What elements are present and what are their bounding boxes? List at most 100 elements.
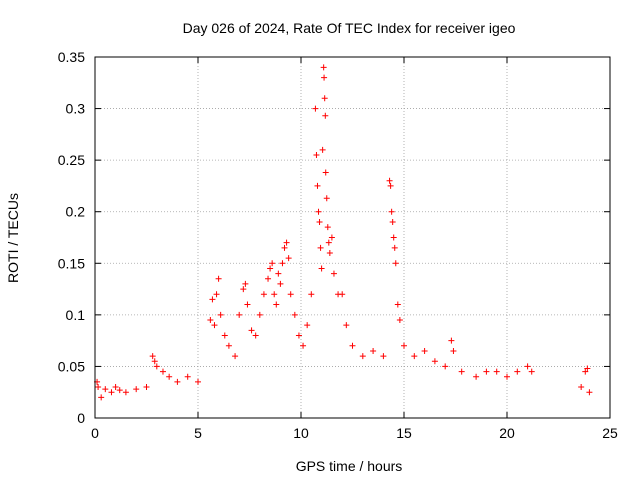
data-point	[370, 347, 377, 354]
y-axis-label: ROTI / TECUs	[5, 193, 21, 283]
data-point	[317, 244, 324, 251]
data-point	[339, 291, 346, 298]
data-point	[320, 64, 327, 71]
data-point	[215, 275, 222, 282]
data-point	[304, 322, 311, 329]
x-tick-label: 15	[396, 425, 412, 441]
data-point	[322, 112, 329, 119]
data-point	[359, 353, 366, 360]
data-point	[322, 169, 329, 176]
data-point	[458, 368, 465, 375]
data-point	[98, 394, 105, 401]
data-point	[213, 291, 220, 298]
data-point	[269, 260, 276, 267]
data-point	[308, 291, 315, 298]
data-point	[411, 353, 418, 360]
data-point	[326, 249, 333, 256]
data-point	[313, 151, 320, 158]
data-point	[211, 322, 218, 329]
data-point	[431, 358, 438, 365]
data-point	[394, 301, 401, 308]
data-point	[174, 378, 181, 385]
data-point	[442, 363, 449, 370]
data-point	[314, 182, 321, 189]
data-point	[321, 95, 328, 102]
x-tick-label: 10	[293, 425, 309, 441]
data-point	[209, 296, 216, 303]
data-point	[315, 208, 322, 215]
data-point	[318, 265, 325, 272]
data-point	[281, 244, 288, 251]
data-point	[232, 353, 239, 360]
x-tick-label: 20	[499, 425, 515, 441]
data-point	[195, 378, 201, 385]
data-point	[225, 342, 232, 349]
data-point	[102, 386, 109, 393]
data-point	[273, 301, 280, 308]
data-point	[300, 342, 307, 349]
plot-frame	[94, 56, 611, 419]
y-tick-label: 0.35	[58, 49, 85, 65]
data-point	[582, 368, 589, 375]
data-point	[528, 368, 535, 375]
data-point	[283, 239, 290, 246]
data-point	[207, 317, 214, 324]
data-point	[275, 270, 282, 277]
data-point	[116, 387, 123, 394]
data-point	[295, 332, 302, 339]
data-point	[252, 332, 259, 339]
data-point	[504, 373, 510, 380]
data-point	[112, 384, 119, 391]
data-point	[388, 208, 395, 215]
data-point	[277, 280, 284, 287]
data-point	[265, 275, 272, 282]
data-point	[514, 368, 521, 375]
data-point	[312, 105, 319, 112]
data-point	[217, 311, 224, 318]
data-point	[319, 146, 326, 153]
data-point	[584, 365, 591, 372]
data-point	[287, 291, 294, 298]
data-point	[95, 384, 102, 391]
data-point	[133, 386, 140, 393]
data-point	[184, 373, 191, 380]
data-point	[391, 244, 398, 251]
data-point	[236, 311, 243, 318]
data-point	[285, 255, 292, 262]
data-point	[244, 301, 251, 308]
data-point	[267, 265, 274, 272]
data-point	[349, 342, 356, 349]
data-point	[578, 384, 585, 391]
chart-title: Day 026 of 2024, Rate Of TEC Index for r…	[183, 20, 516, 36]
x-tick-label: 0	[91, 425, 99, 441]
data-point	[586, 389, 593, 396]
data-point	[166, 373, 173, 380]
y-tick-label: 0.2	[66, 204, 86, 220]
data-point	[493, 368, 500, 375]
data-points	[94, 64, 593, 401]
data-point	[159, 368, 166, 375]
data-point	[153, 363, 160, 370]
data-point	[483, 368, 490, 375]
data-point	[392, 260, 399, 267]
data-point	[324, 224, 331, 231]
axis-ticks: 0 5 10 15 20 25 0 0.05 0.1 0.15 0.2 0.25 0.3 0.35	[58, 49, 618, 441]
data-point	[291, 311, 298, 318]
data-point	[323, 195, 330, 202]
data-point	[390, 234, 397, 241]
data-point	[271, 291, 278, 298]
x-tick-label: 5	[194, 425, 202, 441]
y-tick-label: 0	[77, 410, 85, 426]
data-point	[473, 373, 480, 380]
grid-lines	[95, 57, 610, 418]
data-point	[151, 358, 158, 365]
x-tick-label: 25	[602, 425, 618, 441]
data-point	[242, 280, 249, 287]
data-point	[448, 337, 455, 344]
y-tick-label: 0.25	[58, 152, 85, 168]
data-point	[421, 347, 428, 354]
y-tick-label: 0.05	[58, 358, 85, 374]
data-point	[122, 389, 129, 396]
data-point	[221, 332, 228, 339]
